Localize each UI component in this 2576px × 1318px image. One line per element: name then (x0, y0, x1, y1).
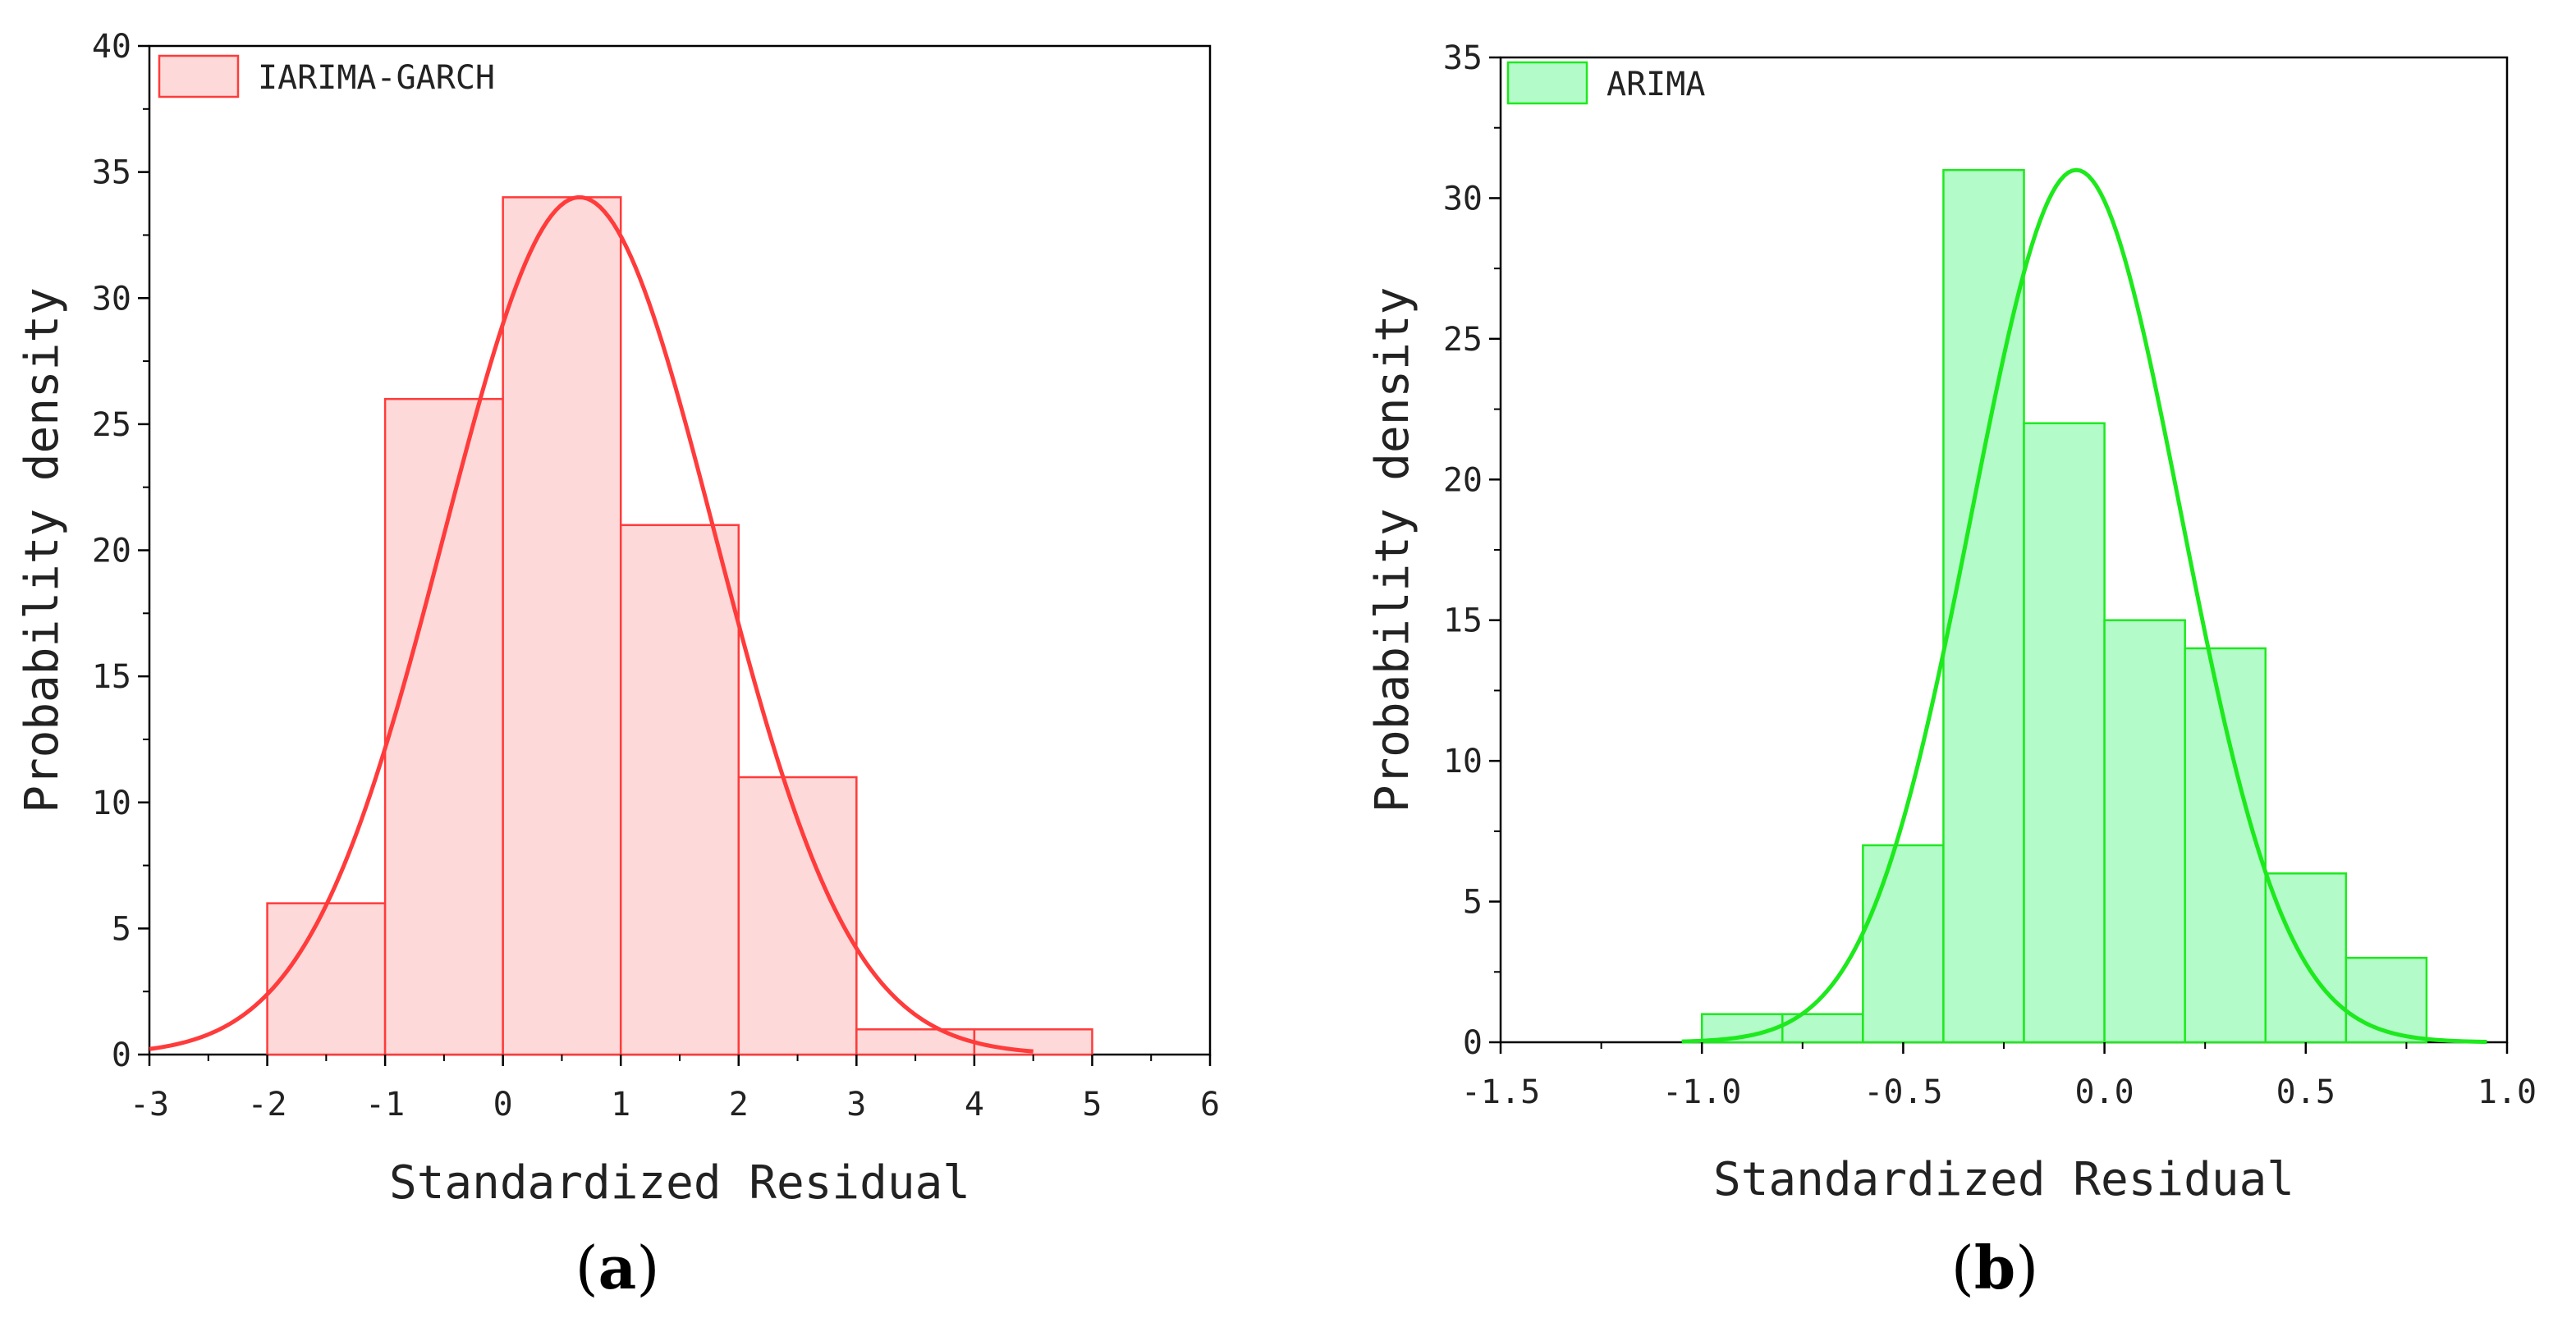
y-tick-label: 25 (92, 406, 131, 444)
y-tick-label: 30 (92, 280, 131, 318)
x-tick-label: 2 (729, 1086, 749, 1124)
panel-label: (a) (575, 1233, 660, 1302)
x-tick-label: 0.0 (2074, 1073, 2134, 1111)
y-tick-label: 40 (92, 28, 131, 66)
y-tick-label: 10 (92, 785, 131, 822)
y-tick-label: 15 (1443, 602, 1483, 640)
y-tick-label: 20 (92, 533, 131, 570)
x-tick-label: 5 (1082, 1086, 1102, 1124)
histogram-bar (2345, 956, 2428, 1044)
x-axis-title: Standardized Residual (1713, 1153, 2294, 1206)
histogram-bar (2023, 422, 2106, 1044)
x-tick-label: 1 (611, 1086, 630, 1124)
legend-label: ARIMA (1607, 66, 1705, 103)
histogram-bar (502, 196, 622, 1056)
density-curve (1681, 167, 2487, 1045)
y-tick-label: 5 (1463, 884, 1483, 922)
x-tick-label: -2 (247, 1086, 286, 1124)
y-tick-label: 15 (92, 658, 131, 696)
y-tick-label: 30 (1443, 180, 1483, 217)
histogram-bar (619, 524, 740, 1056)
x-tick-label: -3 (130, 1086, 169, 1124)
panel-letter: a (598, 1233, 637, 1302)
y-tick-label: 35 (1443, 39, 1483, 77)
y-tick-label: 25 (1443, 321, 1483, 359)
x-tick-label: -1.5 (1461, 1073, 1540, 1111)
histogram-bar (855, 1028, 976, 1056)
y-tick-label: 0 (1463, 1024, 1483, 1062)
histogram-bar (383, 397, 504, 1056)
legend-swatch (158, 54, 240, 98)
density-curve (149, 194, 1034, 1054)
histogram-bar (1862, 844, 1945, 1044)
histogram-bar (266, 902, 387, 1056)
histogram-bar (2264, 872, 2348, 1044)
y-tick-label: 10 (1443, 743, 1483, 780)
panel-label: (b) (1951, 1233, 2039, 1302)
panel-a: 0 5 10 15 20 25 30 35 40 -3 -2 -1 0 1 2 3 4 5 6 Standardize… (16, 28, 1220, 1302)
y-tick-label: 35 (92, 154, 131, 192)
x-tick-label: -1.0 (1662, 1073, 1741, 1111)
legend: ARIMA (1506, 61, 1705, 105)
histogram-bar (2103, 619, 2186, 1044)
x-tick-label: 0.5 (2276, 1073, 2335, 1111)
legend-swatch (1506, 61, 1588, 105)
x-axis-title: Standardized Residual (389, 1156, 970, 1210)
x-tick-label: 4 (965, 1086, 984, 1124)
x-tick-label: 6 (1200, 1086, 1220, 1124)
y-tick-label: 20 (1443, 461, 1483, 499)
y-axis-title: Probability density (16, 287, 69, 813)
panel-b: 0 5 10 15 20 25 30 35 -1.5 -1.0 -0.5 0.0 0.5 1.0 Stand… (1366, 39, 2537, 1302)
x-tick-label: 0 (493, 1086, 513, 1124)
legend-label: IARIMA-GARCH (258, 59, 495, 97)
x-tick-label: 3 (846, 1086, 866, 1124)
legend: IARIMA-GARCH (158, 54, 495, 98)
x-tick-label: 1.0 (2477, 1073, 2537, 1111)
y-tick-label: 5 (112, 910, 131, 948)
panel-letter: b (1974, 1233, 2015, 1302)
histogram-bar (2184, 647, 2267, 1044)
y-tick-label: 0 (112, 1037, 131, 1074)
x-tick-label: -0.5 (1863, 1073, 1942, 1111)
histogram-bar (1942, 168, 2025, 1044)
x-tick-label: -1 (365, 1086, 405, 1124)
y-axis-title: Probability density (1366, 287, 1419, 813)
